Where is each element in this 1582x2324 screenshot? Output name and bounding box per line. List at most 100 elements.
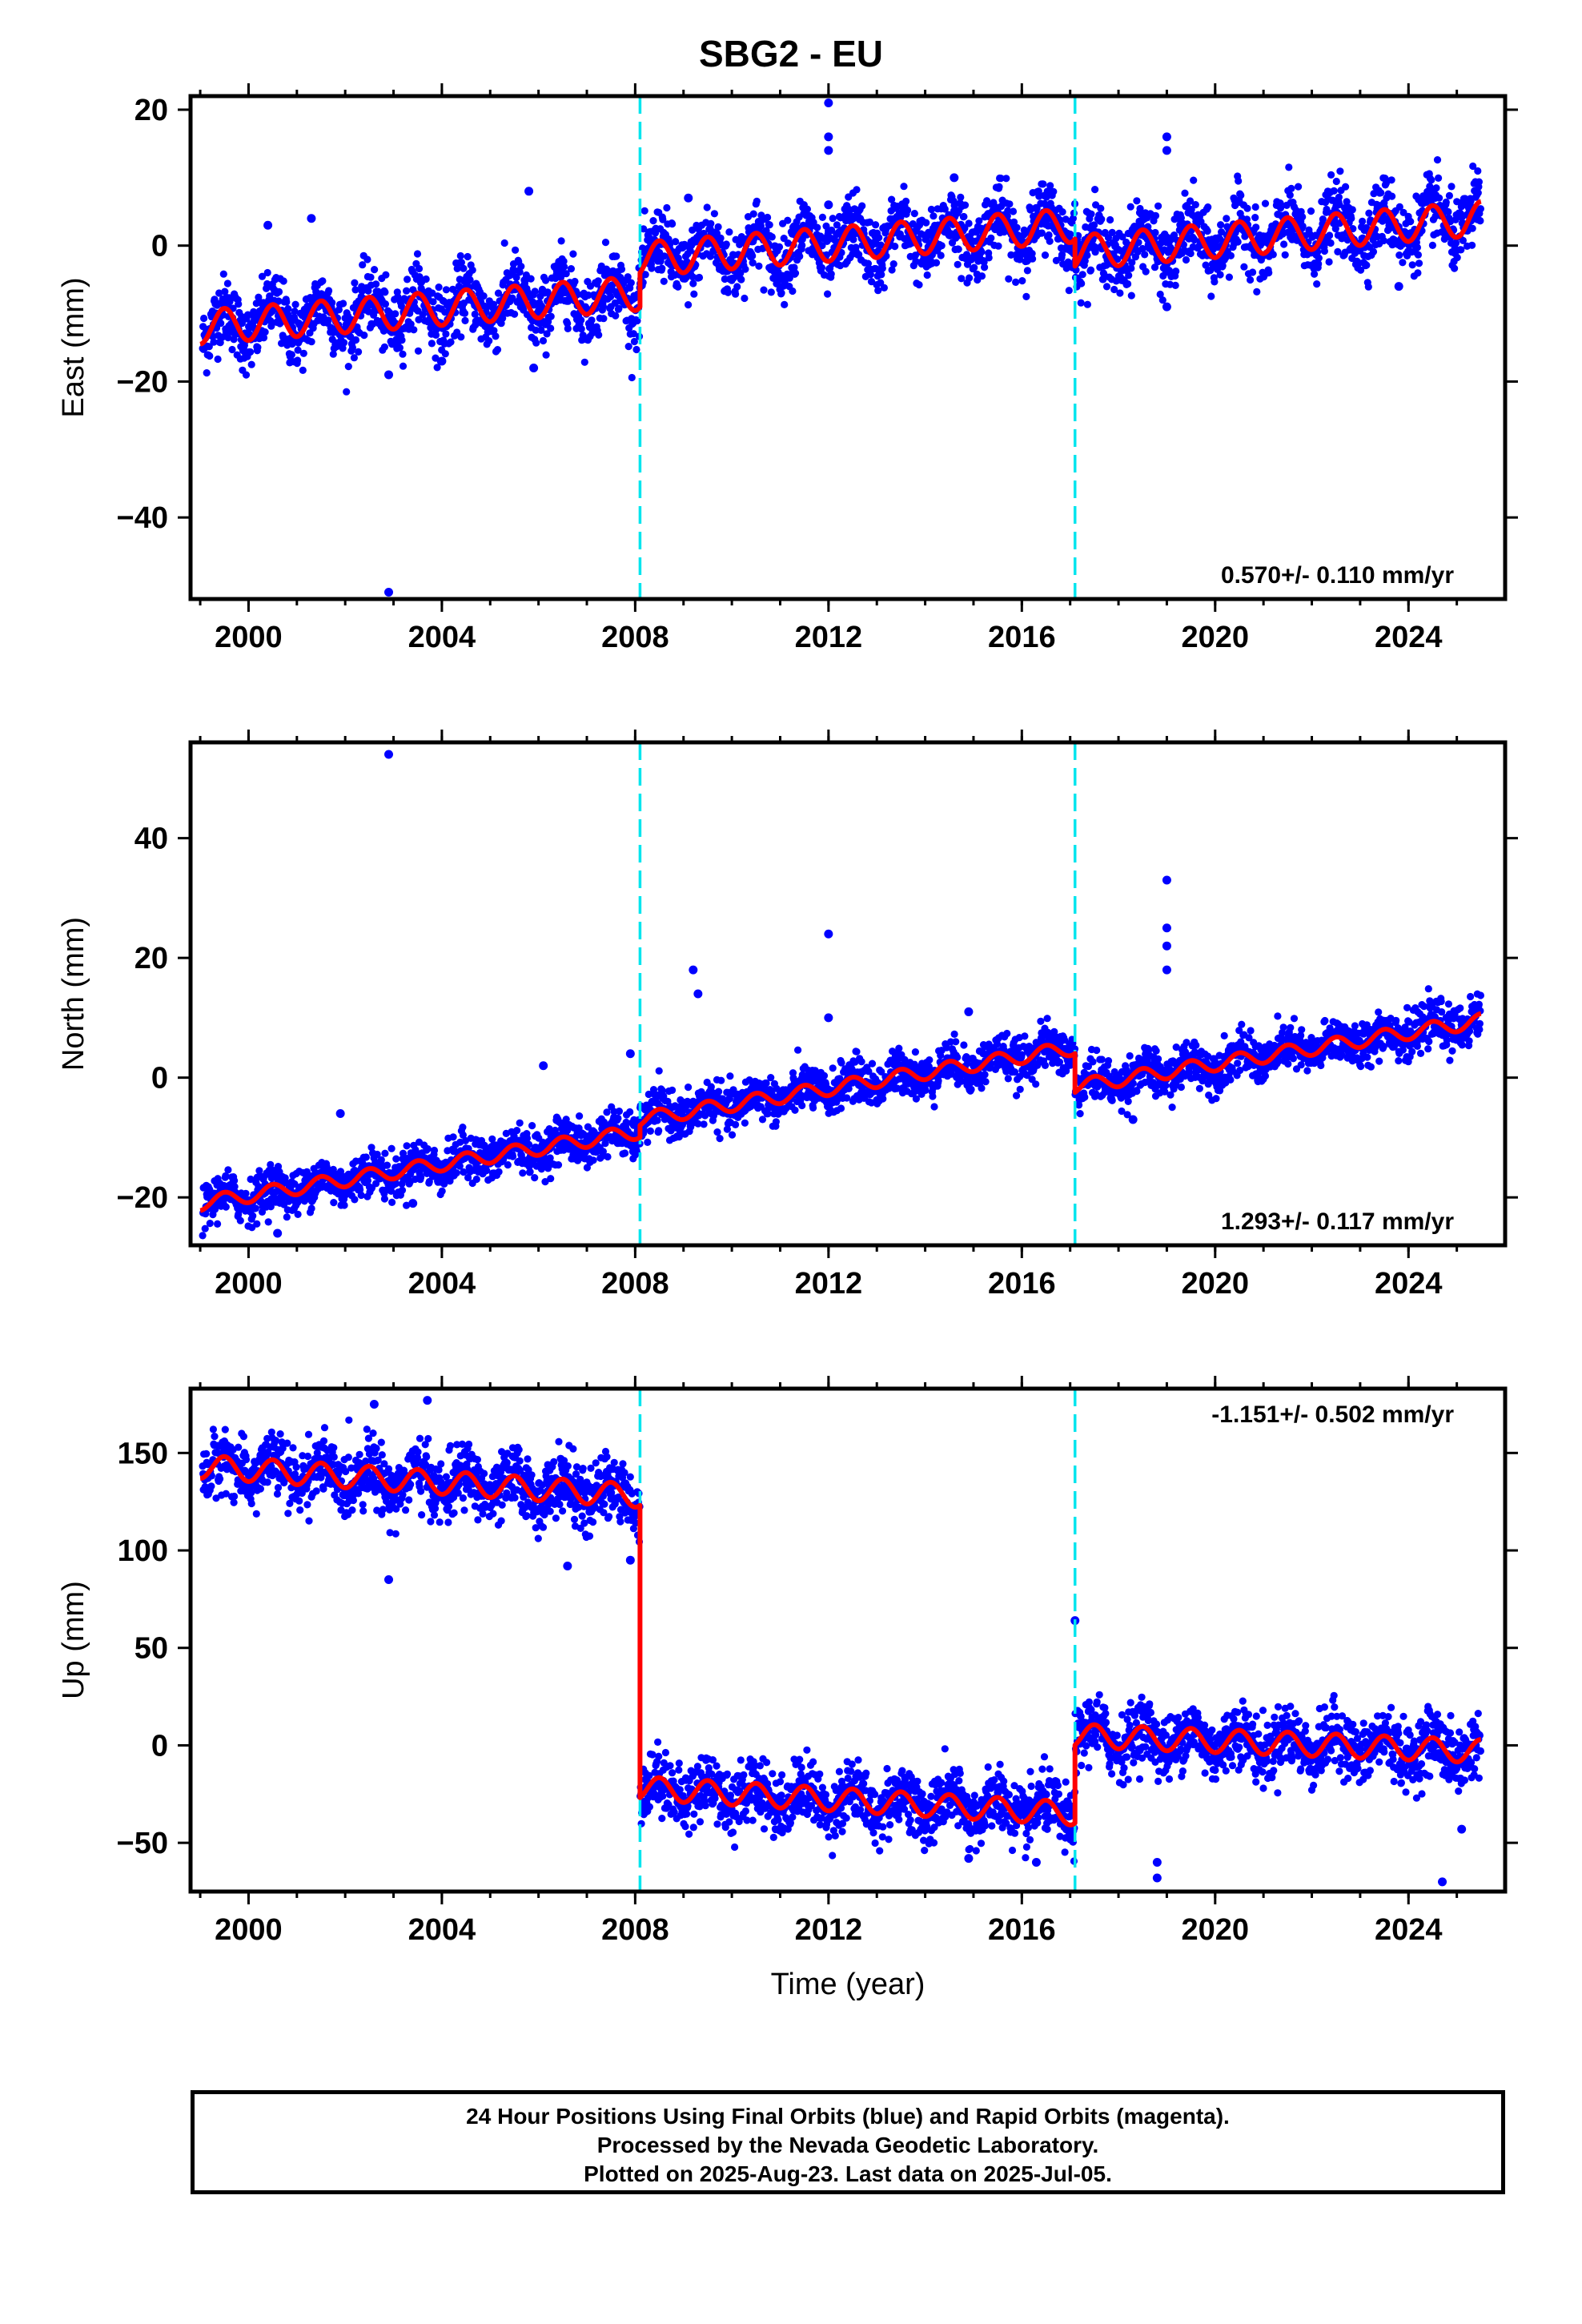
data-point: [1280, 240, 1288, 248]
data-point: [864, 259, 872, 267]
data-point: [663, 203, 671, 212]
data-point: [900, 183, 908, 191]
data-point: [519, 1169, 527, 1177]
data-point: [1058, 251, 1066, 259]
data-point: [340, 339, 348, 347]
data-point: [547, 312, 555, 320]
data-point: [891, 243, 899, 251]
data-point: [960, 212, 968, 221]
data-point: [872, 221, 880, 229]
data-point: [380, 1195, 388, 1203]
outlier-point: [384, 370, 394, 380]
data-point: [716, 1135, 724, 1143]
data-point: [809, 1104, 817, 1112]
data-point: [612, 252, 620, 260]
data-point: [263, 268, 271, 277]
data-point: [560, 257, 568, 265]
data-point: [714, 223, 722, 231]
data-point: [464, 252, 472, 261]
data-point: [343, 388, 351, 396]
data-point: [367, 273, 375, 281]
data-point: [950, 202, 958, 210]
data-point: [655, 1127, 663, 1135]
data-point: [387, 1144, 396, 1152]
data-point: [523, 1134, 532, 1142]
data-point: [267, 322, 275, 330]
data-point: [1020, 226, 1028, 234]
data-point: [1116, 289, 1124, 297]
data-point: [1336, 167, 1344, 175]
data-point: [1218, 228, 1226, 236]
data-point: [1157, 239, 1165, 247]
data-point: [512, 246, 520, 254]
data-point: [417, 1173, 425, 1181]
data-point: [1124, 279, 1132, 288]
data-point: [1110, 285, 1118, 294]
data-point: [564, 324, 572, 332]
data-point: [1177, 214, 1185, 222]
y-axis-label: East (mm): [57, 277, 90, 417]
data-point: [1023, 267, 1031, 275]
data-point: [1377, 189, 1385, 197]
data-point: [865, 218, 873, 226]
data-point: [612, 312, 620, 320]
data-point: [1364, 283, 1372, 291]
data-point: [1127, 264, 1135, 272]
data-point: [741, 294, 749, 303]
data-point: [867, 278, 876, 286]
data-point: [706, 252, 714, 260]
data-point: [554, 1161, 563, 1169]
data-point: [363, 255, 371, 263]
data-point: [997, 175, 1005, 183]
data-point: [1097, 204, 1105, 212]
data-point: [1007, 251, 1015, 259]
data-point: [685, 301, 693, 309]
data-point: [253, 1220, 261, 1228]
data-point: [1451, 264, 1459, 272]
data-point: [1247, 275, 1255, 284]
data-point: [377, 1156, 385, 1164]
data-point: [1468, 241, 1476, 249]
data-point: [528, 1122, 536, 1130]
data-point: [1039, 180, 1047, 188]
data-point: [294, 1210, 302, 1218]
data-point: [803, 205, 812, 213]
data-points: [199, 750, 1484, 1240]
data-point: [1118, 233, 1126, 241]
data-point: [1041, 251, 1050, 259]
data-point: [921, 1086, 930, 1094]
data-point: [219, 333, 227, 341]
data-point: [432, 331, 440, 339]
data-point: [532, 326, 540, 334]
data-point: [880, 283, 888, 292]
data-point: [492, 332, 500, 340]
data-point: [410, 326, 418, 334]
data-point: [512, 273, 520, 282]
data-point: [689, 279, 697, 287]
data-point: [1065, 287, 1073, 295]
data-point: [226, 298, 234, 306]
data-point: [877, 241, 885, 249]
data-point: [299, 366, 307, 374]
data-point: [1347, 215, 1355, 223]
data-point: [958, 275, 966, 283]
data-point: [407, 320, 415, 328]
data-point: [915, 281, 923, 289]
data-point: [543, 330, 551, 338]
data-point: [1413, 243, 1421, 251]
data-point: [557, 237, 565, 245]
data-point: [508, 294, 516, 302]
data-point: [827, 270, 835, 278]
data-point: [1369, 247, 1378, 255]
data-point: [1332, 177, 1340, 186]
data-point: [200, 314, 208, 323]
data-point: [594, 277, 602, 285]
data-point: [1447, 183, 1456, 191]
data-point: [1077, 299, 1085, 307]
data-point: [629, 330, 638, 338]
data-point: [254, 344, 262, 352]
data-point: [459, 1124, 467, 1132]
data-point: [1202, 261, 1210, 269]
data-point: [1142, 267, 1150, 275]
